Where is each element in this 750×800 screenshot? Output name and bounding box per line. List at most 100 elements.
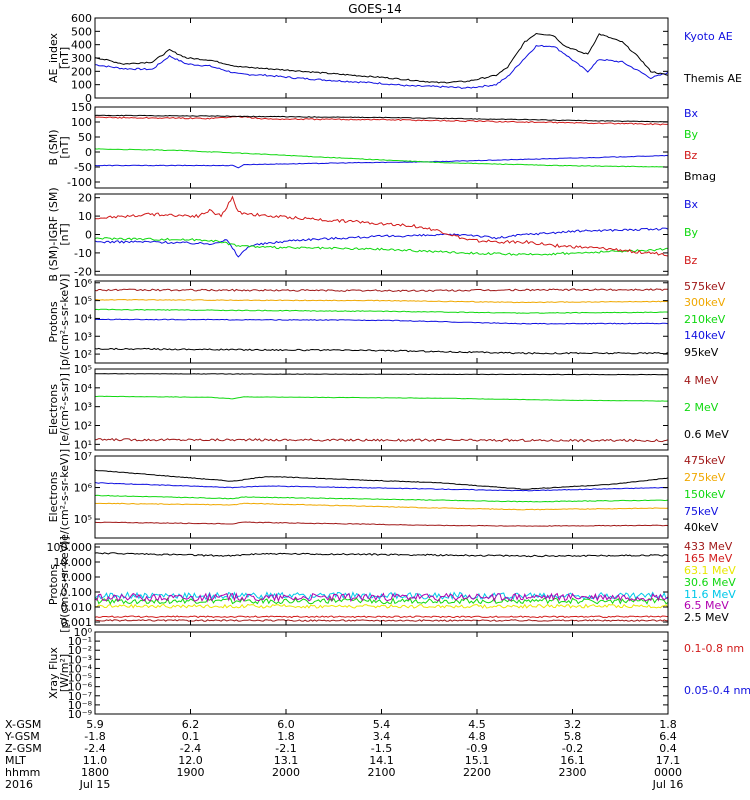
y-axis-label-2: B (SM)-IGRF (SM)[nT]	[47, 187, 71, 281]
panel-7: 10⁻⁹10⁻⁸10⁻⁷10⁻⁶10⁻⁵10⁻⁴10⁻³10⁻²10⁻¹10⁰X…	[47, 626, 750, 721]
y-tick-label-7-6: 10⁻³	[68, 653, 92, 666]
footer-value-6-4: 0000	[654, 766, 682, 779]
series-line-1-0	[94, 154, 669, 169]
y-tick-label-5-2: 10⁷	[74, 450, 92, 463]
footer-value-0-4: 1800	[81, 766, 109, 779]
footer-value-6-3: 17.1	[656, 754, 681, 767]
y-axis-label-7: Xray Flux[W/m²]	[47, 647, 71, 699]
footer-value-0-2: -2.4	[84, 742, 105, 755]
y-tick-label-5-0: 10⁵	[74, 513, 92, 526]
footer-row-label-2: Z-GSM	[5, 742, 42, 755]
y-tick-label-1-3: 50	[78, 131, 92, 144]
footer-value-3-4: 2100	[368, 766, 396, 779]
series-line-1-2	[94, 115, 669, 126]
panel-frame-2	[94, 193, 669, 276]
y-tick-label-4-3: 10⁴	[74, 382, 93, 395]
legend-entry-3-3: 140keV	[684, 329, 726, 342]
y-tick-label-7-0: 10⁻⁹	[68, 708, 92, 721]
y-tick-label-7-4: 10⁻⁵	[68, 672, 92, 685]
footer-value-2-4: 2000	[272, 766, 300, 779]
series-line-1-1	[94, 148, 669, 168]
legend-entry-5-1: 275keV	[684, 471, 726, 484]
legend-entry-6-3: 30.6 MeV	[684, 576, 736, 589]
y-tick-label-4-1: 10²	[74, 420, 92, 433]
footer-value-4-0: 4.5	[468, 718, 486, 731]
legend-entry-6-6: 2.5 MeV	[684, 611, 729, 624]
footer-value-5-3: 16.1	[560, 754, 585, 767]
legend-entry-2-2: Bz	[684, 254, 698, 267]
series-line-3-1	[94, 298, 669, 304]
legend-entry-6-1: 165 MeV	[684, 552, 733, 565]
series-line-2-2	[94, 195, 669, 257]
legend-entry-2-0: Bx	[684, 198, 699, 211]
footer-value-0-1: -1.8	[84, 730, 105, 743]
legend-entry-6-2: 63.1 MeV	[684, 564, 736, 577]
legend-entry-5-4: 40keV	[684, 521, 719, 534]
legend-entry-4-1: 2 MeV	[684, 401, 719, 414]
y-tick-label-6-4: 10.000	[54, 556, 93, 569]
y-tick-label-4-0: 10¹	[74, 438, 92, 451]
y-tick-label-1-2: 0	[85, 146, 92, 159]
footer-value-6-2: 0.4	[659, 742, 677, 755]
footer-value-6-1: 6.4	[659, 730, 677, 743]
series-line-5-4	[94, 469, 669, 490]
y-axis-label-5: Electrons[e/(cm²-s-sr-keV)]	[47, 449, 71, 545]
legend-entry-6-4: 11.6 MeV	[684, 588, 736, 601]
footer-value-2-2: -2.1	[275, 742, 296, 755]
y-tick-label-6-1: 0.010	[61, 601, 93, 614]
legend-entry-3-4: 95keV	[684, 346, 719, 359]
footer-value-6-0: 1.8	[659, 718, 677, 731]
y-tick-label-7-3: 10⁻⁶	[68, 681, 93, 694]
footer-value-5-0: 3.2	[564, 718, 582, 731]
footer-value-5-1: 5.8	[564, 730, 582, 743]
series-line-5-0	[94, 521, 669, 527]
legend-entry-1-0: Bx	[684, 107, 699, 120]
y-tick-label-2-1: -10	[74, 247, 92, 260]
panel-frame-7	[94, 631, 669, 715]
series-line-3-3	[94, 318, 669, 325]
y-tick-label-0-2: 200	[71, 65, 92, 78]
y-tick-label-6-2: 0.100	[61, 586, 93, 599]
legend-entry-0-1: Themis AE	[683, 72, 742, 85]
footer-value-0-0: 5.9	[86, 718, 104, 731]
footer-value-1-3: 12.0	[178, 754, 203, 767]
y-tick-label-6-3: 1.000	[61, 571, 93, 584]
footer-row-label-5: 2016	[5, 778, 33, 791]
footer-value-6-5: Jul 16	[652, 778, 684, 791]
y-tick-label-2-0: -20	[74, 265, 92, 278]
y-tick-label-0-5: 500	[71, 25, 92, 38]
y-tick-label-1-4: 100	[71, 116, 92, 129]
y-tick-label-0-3: 300	[71, 52, 92, 65]
footer-value-4-2: -0.9	[466, 742, 487, 755]
y-axis-label-3: Protons[p/(cm²-s-sr-keV)]	[47, 274, 71, 371]
footer-row-label-3: MLT	[5, 754, 26, 767]
y-tick-label-2-4: 20	[78, 192, 92, 205]
legend-entry-3-2: 210keV	[684, 313, 726, 326]
y-axis-label-4: Electrons[e/(cm²-s-sr)]	[47, 373, 71, 446]
footer-value-3-3: 14.1	[369, 754, 394, 767]
legend-entry-5-3: 75keV	[684, 505, 719, 518]
y-tick-label-1-1: -50	[74, 161, 92, 174]
series-line-6-5	[94, 592, 669, 603]
footer-value-1-0: 6.2	[182, 718, 200, 731]
y-tick-label-3-4: 10⁶	[74, 277, 93, 290]
y-tick-label-7-7: 10⁻²	[68, 644, 92, 657]
series-line-6-2	[94, 603, 669, 609]
legend-entry-0-0: Kyoto AE	[684, 30, 733, 43]
footer-value-1-1: 0.1	[182, 730, 200, 743]
y-tick-label-0-4: 400	[71, 39, 92, 52]
series-line-5-2	[94, 494, 669, 503]
y-tick-label-0-1: 100	[71, 79, 92, 92]
legend-entry-2-1: By	[684, 226, 699, 239]
legend-entry-7-0: 0.1-0.8 nm	[684, 642, 744, 655]
y-tick-label-3-1: 10³	[74, 330, 92, 343]
panel-1: -100 -50 0 50 100 150 B (SM)[nT] Bx By Bz Bmag	[47, 101, 716, 189]
footer-row-label-1: Y-GSM	[4, 730, 40, 743]
ephemeris-footer: X-GSMY-GSMZ-GSMMLThhmm20165.9-1.8-2.411.…	[4, 718, 683, 791]
footer-value-2-0: 6.0	[277, 718, 295, 731]
series-line-6-3	[94, 597, 669, 605]
legend-entry-6-5: 6.5 MeV	[684, 599, 729, 612]
footer-row-label-0: X-GSM	[5, 718, 41, 731]
